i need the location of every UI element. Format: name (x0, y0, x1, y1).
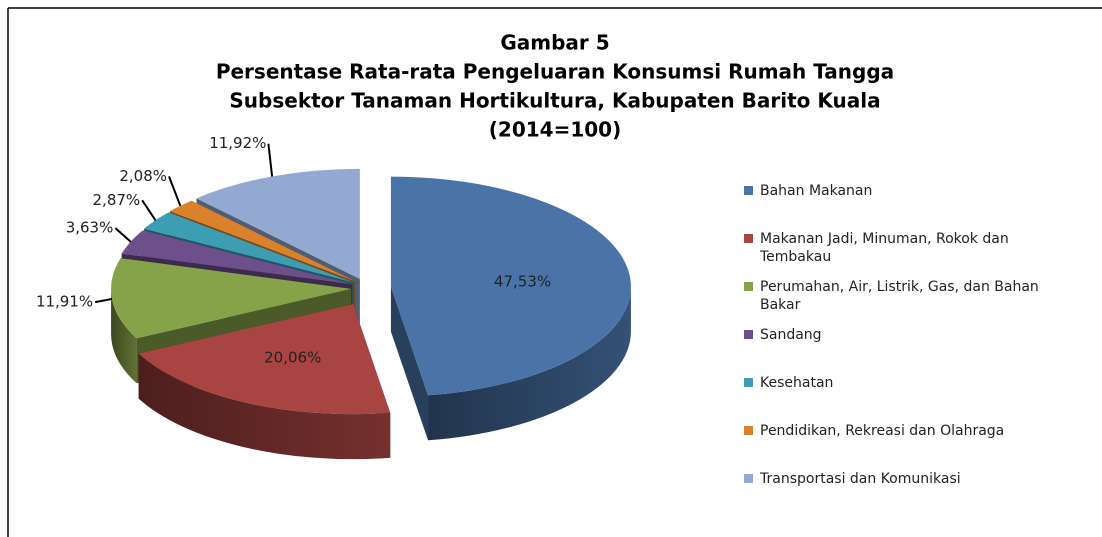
slice (138, 304, 391, 415)
legend-swatch (744, 474, 753, 483)
legend-item: Perumahan, Air, Listrik, Gas, dan Bahan … (742, 278, 1062, 326)
legend-label: Sandang (760, 327, 822, 343)
legend-item: Bahan Makanan (742, 182, 1062, 230)
slice (169, 200, 355, 282)
data-label: 2,08% (119, 167, 167, 185)
slice (111, 258, 352, 339)
legend-swatch (744, 426, 753, 435)
legend-item: Pendidikan, Rekreasi dan Olahraga (742, 422, 1062, 470)
legend-swatch (744, 282, 753, 291)
legend-label: Kesehatan (760, 375, 834, 391)
legend-swatch (744, 330, 753, 339)
legend-label: Pendidikan, Rekreasi dan Olahraga (760, 423, 1005, 439)
data-label: 11,91% (36, 293, 93, 311)
leader-line (94, 297, 113, 304)
legend-label: Transportasi dan Komunikasi (760, 471, 961, 487)
chart-title: (2014=100) (489, 118, 621, 142)
leader-line (114, 227, 132, 243)
slice (144, 212, 354, 283)
legend-label: Bahan Makanan (760, 183, 873, 199)
data-label: 47,53% (494, 272, 551, 290)
legend-swatch (744, 234, 753, 243)
data-label: 2,87% (93, 191, 141, 209)
legend-item: Makanan Jadi, Minuman, Rokok dan Tembaka… (742, 230, 1062, 278)
slice (390, 176, 631, 396)
data-label: 11,92% (209, 134, 266, 152)
slice-side (111, 288, 137, 384)
chart-title: Persentase Rata-rata Pengeluaran Konsums… (216, 60, 894, 84)
slice (196, 168, 360, 279)
chart-title: Gambar 5 (500, 31, 609, 55)
chart-title: Subsektor Tanaman Hortikultura, Kabupate… (229, 89, 880, 113)
data-label: 3,63% (66, 219, 114, 237)
leader-line (141, 199, 157, 221)
slice-side (138, 353, 391, 460)
slice-wall (390, 286, 429, 441)
legend-swatch (744, 378, 753, 387)
legend: Bahan Makanan Makanan Jadi, Minuman, Roko… (742, 182, 1062, 518)
legend-item: Sandang (742, 326, 1062, 374)
legend-item: Transportasi dan Komunikasi (742, 470, 1062, 518)
pie (94, 143, 631, 460)
legend-swatch (744, 186, 753, 195)
leader-line (267, 143, 274, 177)
legend-label: Makanan Jadi, Minuman, Rokok dan Tembaka… (760, 231, 1009, 265)
slice-side (428, 286, 631, 441)
legend-item: Kesehatan (742, 374, 1062, 422)
slice (121, 230, 353, 285)
legend-label: Perumahan, Air, Listrik, Gas, dan Bahan … (760, 279, 1039, 313)
leader-line (168, 175, 182, 207)
data-label: 20,06% (264, 348, 321, 366)
